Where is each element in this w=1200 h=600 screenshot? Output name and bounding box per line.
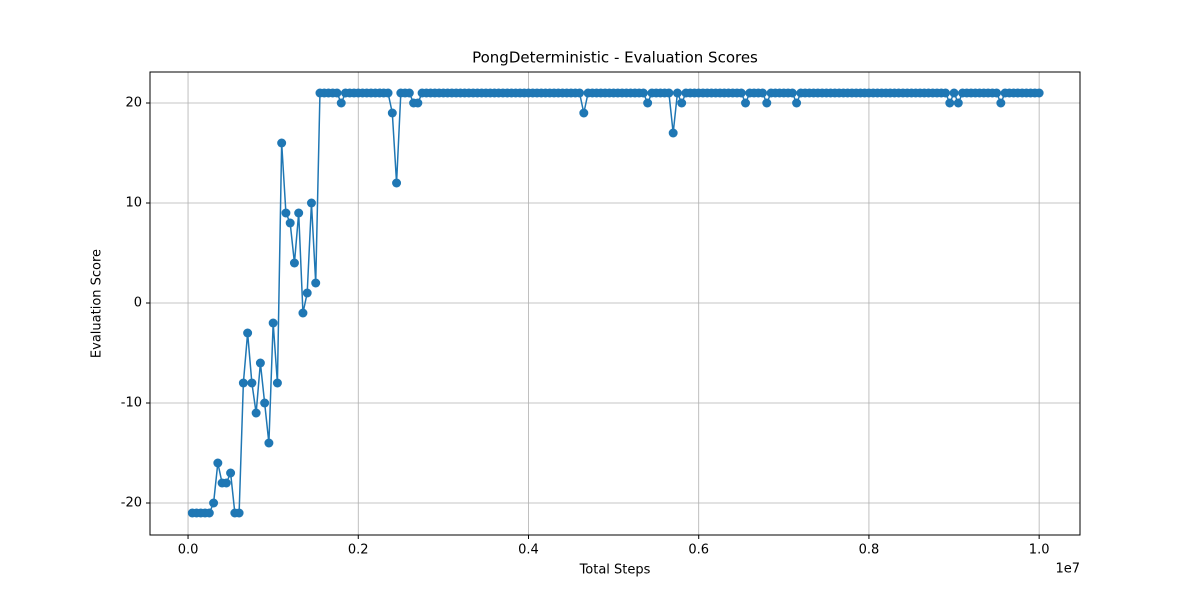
data-point — [238, 378, 248, 388]
data-point — [668, 128, 678, 138]
y-tick-label: 0 — [134, 296, 142, 311]
data-point — [992, 88, 1002, 98]
data-point — [221, 478, 231, 488]
x-axis-label: Total Steps — [579, 563, 651, 578]
data-point — [383, 88, 393, 98]
y-tick-label: 20 — [125, 96, 142, 111]
data-point — [294, 208, 304, 218]
data-point — [268, 318, 278, 328]
data-point — [311, 278, 321, 288]
data-point — [404, 88, 414, 98]
data-point — [387, 108, 397, 118]
data-point — [996, 98, 1006, 108]
x-tick-label: 0.2 — [348, 543, 369, 558]
data-point — [247, 378, 257, 388]
data-point — [213, 458, 223, 468]
data-point — [664, 88, 674, 98]
data-point — [302, 288, 312, 298]
data-point — [762, 98, 772, 108]
y-axis-label: Evaluation Score — [90, 249, 105, 358]
data-point — [243, 328, 253, 338]
data-point — [758, 88, 768, 98]
data-point — [204, 508, 214, 518]
data-point — [1034, 88, 1044, 98]
x-tick-label: 0.0 — [178, 543, 199, 558]
data-point — [336, 98, 346, 108]
data-point — [575, 88, 585, 98]
data-point — [787, 88, 797, 98]
data-point — [392, 178, 402, 188]
plot-frame — [149, 71, 1081, 536]
data-point — [638, 88, 648, 98]
chart-title: PongDeterministic - Evaluation Scores — [472, 49, 758, 67]
data-point — [260, 398, 270, 408]
y-tick-label: -10 — [121, 396, 142, 411]
y-tick-label: -20 — [121, 496, 142, 511]
x-tick-label: 0.8 — [859, 543, 880, 558]
data-point — [306, 198, 316, 208]
data-point — [298, 308, 308, 318]
data-point — [643, 98, 653, 108]
data-point — [209, 498, 219, 508]
data-point — [272, 378, 282, 388]
data-point — [736, 88, 746, 98]
x-tick-label: 1.0 — [1029, 543, 1050, 558]
x-tick-label: 0.4 — [518, 543, 539, 558]
x-tick-label: 0.6 — [688, 543, 709, 558]
data-point — [953, 98, 963, 108]
data-point — [277, 138, 287, 148]
data-point — [251, 408, 261, 418]
data-point — [945, 98, 955, 108]
data-point — [579, 108, 589, 118]
data-point — [941, 88, 951, 98]
data-point — [741, 98, 751, 108]
data-point — [226, 468, 236, 478]
data-point — [413, 98, 423, 108]
y-tick-label: 10 — [125, 196, 142, 211]
data-point — [234, 508, 244, 518]
data-point — [672, 88, 682, 98]
data-point — [255, 358, 265, 368]
x-offset-label: 1e7 — [1055, 562, 1080, 577]
data-point — [792, 98, 802, 108]
data-point — [264, 438, 274, 448]
data-point — [289, 258, 299, 268]
data-point — [949, 88, 959, 98]
data-point — [281, 208, 291, 218]
data-point — [285, 218, 295, 228]
data-point — [332, 88, 342, 98]
data-point — [677, 98, 687, 108]
